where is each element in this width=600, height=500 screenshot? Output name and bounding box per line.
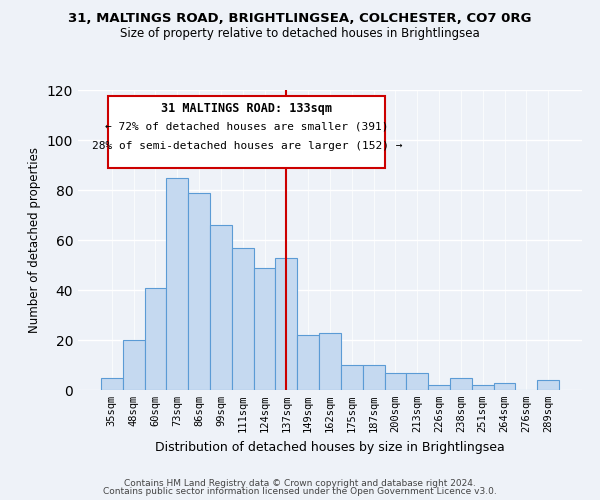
Bar (254, 268, 275, 390)
Bar (210, 225, 232, 390)
Y-axis label: Number of detached properties: Number of detached properties (28, 147, 41, 333)
Bar (275, 258, 297, 390)
Text: ← 72% of detached houses are smaller (391): ← 72% of detached houses are smaller (39… (105, 122, 389, 132)
Text: 31, MALTINGS ROAD, BRIGHTLINGSEA, COLCHESTER, CO7 0RG: 31, MALTINGS ROAD, BRIGHTLINGSEA, COLCHE… (68, 12, 532, 26)
Bar (123, 340, 145, 390)
Text: Contains HM Land Registry data © Crown copyright and database right 2024.: Contains HM Land Registry data © Crown c… (124, 478, 476, 488)
Bar (101, 378, 123, 390)
Bar (450, 378, 472, 390)
X-axis label: Distribution of detached houses by size in Brightlingsea: Distribution of detached houses by size … (155, 440, 505, 454)
Bar (232, 248, 254, 390)
Bar (363, 365, 385, 390)
Bar (406, 372, 428, 390)
Bar (537, 380, 559, 390)
Bar (297, 335, 319, 390)
FancyBboxPatch shape (108, 96, 385, 168)
Bar (428, 385, 450, 390)
Bar (166, 178, 188, 390)
Bar (472, 385, 494, 390)
Bar (319, 332, 341, 390)
Text: Size of property relative to detached houses in Brightlingsea: Size of property relative to detached ho… (120, 28, 480, 40)
Bar (494, 382, 515, 390)
Text: Contains public sector information licensed under the Open Government Licence v3: Contains public sector information licen… (103, 487, 497, 496)
Bar (188, 192, 210, 390)
Text: 28% of semi-detached houses are larger (152) →: 28% of semi-detached houses are larger (… (92, 141, 402, 151)
Text: 31 MALTINGS ROAD: 133sqm: 31 MALTINGS ROAD: 133sqm (161, 102, 332, 115)
Bar (385, 372, 406, 390)
Bar (145, 288, 166, 390)
Bar (341, 365, 363, 390)
